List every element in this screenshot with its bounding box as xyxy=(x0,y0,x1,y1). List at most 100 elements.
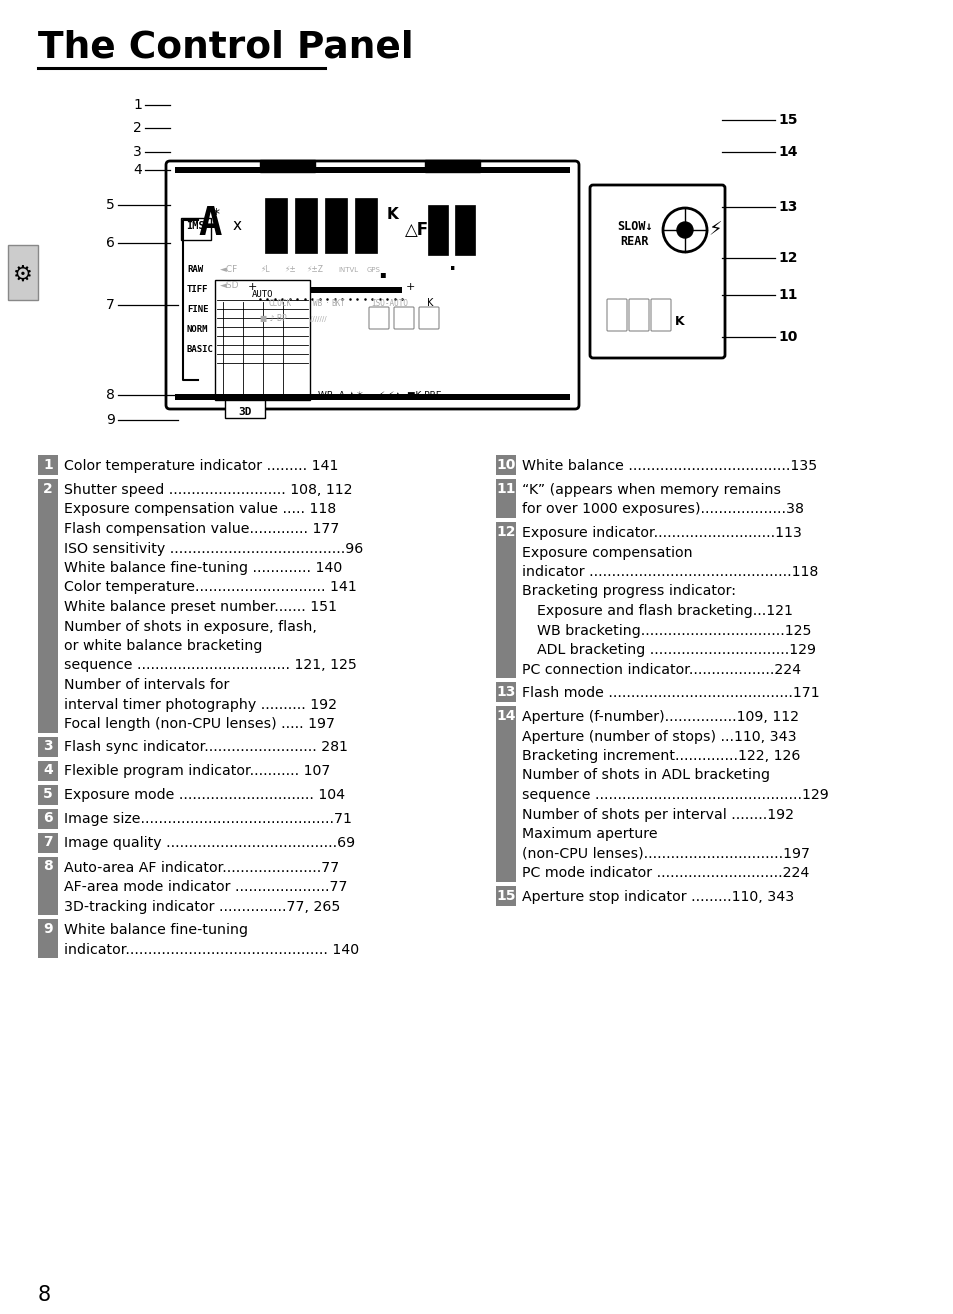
Text: 3D: 3D xyxy=(238,407,252,417)
Text: 6: 6 xyxy=(43,812,52,825)
Text: ⚡L: ⚡L xyxy=(260,265,270,275)
Text: indicator .............................................118: indicator ..............................… xyxy=(521,565,818,579)
Text: Maximum aperture: Maximum aperture xyxy=(521,827,657,841)
Text: ISO-AUTO: ISO-AUTO xyxy=(371,298,408,307)
Text: 7: 7 xyxy=(43,836,52,849)
Text: ⚡±Z: ⚡±Z xyxy=(306,265,323,275)
Text: (non-CPU lenses)...............................197: (non-CPU lenses)........................… xyxy=(521,846,809,861)
Text: 9: 9 xyxy=(43,922,52,936)
Bar xyxy=(38,480,58,732)
Text: 6: 6 xyxy=(106,237,115,250)
FancyBboxPatch shape xyxy=(256,286,401,293)
Text: AUTO: AUTO xyxy=(252,290,273,300)
Text: 2: 2 xyxy=(43,482,52,495)
Text: A: A xyxy=(198,205,221,243)
Text: Color temperature indicator ......... 141: Color temperature indicator ......... 14… xyxy=(64,459,338,473)
Text: 4: 4 xyxy=(43,763,52,778)
Text: White balance ....................................135: White balance ..........................… xyxy=(521,459,817,473)
Text: PC mode indicator ............................224: PC mode indicator ......................… xyxy=(521,866,808,880)
Text: The Control Panel: The Control Panel xyxy=(38,30,414,66)
Text: Aperture (f-number)................109, 112: Aperture (f-number)................109, … xyxy=(521,710,799,724)
Text: ADL bracketing ...............................129: ADL bracketing .........................… xyxy=(537,643,815,657)
Text: IMS: IMS xyxy=(187,221,205,231)
Text: 2: 2 xyxy=(133,121,142,135)
FancyBboxPatch shape xyxy=(455,205,475,255)
Text: ⚡±: ⚡± xyxy=(284,265,295,275)
Text: *: * xyxy=(213,208,220,221)
Text: Exposure and flash bracketing...121: Exposure and flash bracketing...121 xyxy=(537,604,792,618)
Text: ⚡: ⚡ xyxy=(707,221,721,239)
FancyBboxPatch shape xyxy=(355,198,376,254)
FancyBboxPatch shape xyxy=(174,167,569,173)
Bar xyxy=(38,455,58,474)
Text: Aperture (number of stops) ...110, 343: Aperture (number of stops) ...110, 343 xyxy=(521,729,796,744)
Text: 12: 12 xyxy=(496,526,516,539)
Text: Number of intervals for: Number of intervals for xyxy=(64,678,229,692)
Text: ■ ♪ BP: ■ ♪ BP xyxy=(260,314,286,323)
Text: ⚙: ⚙ xyxy=(13,265,33,285)
Bar xyxy=(496,706,516,882)
Bar xyxy=(496,886,516,905)
Text: Shutter speed .......................... 108, 112: Shutter speed ..........................… xyxy=(64,484,352,497)
Bar xyxy=(496,522,516,678)
Text: Number of shots in ADL bracketing: Number of shots in ADL bracketing xyxy=(521,769,769,783)
Text: FINE: FINE xyxy=(187,305,209,314)
Text: INTVL: INTVL xyxy=(337,267,357,273)
Bar xyxy=(38,918,58,958)
Text: Exposure compensation value ..... 118: Exposure compensation value ..... 118 xyxy=(64,502,335,516)
Text: ///////: /////// xyxy=(310,315,331,322)
Text: SLOW↓
REAR: SLOW↓ REAR xyxy=(617,219,652,248)
Bar xyxy=(38,761,58,781)
Text: Number of shots in exposure, flash,: Number of shots in exposure, flash, xyxy=(64,619,316,633)
Bar xyxy=(38,808,58,829)
Text: WB bracketing................................125: WB bracketing...........................… xyxy=(537,624,811,637)
Text: K: K xyxy=(387,208,398,222)
Text: ◄CF: ◄CF xyxy=(220,265,238,275)
Text: 8: 8 xyxy=(38,1285,51,1305)
Text: +: + xyxy=(247,283,256,292)
Text: Flash mode .........................................171: Flash mode .............................… xyxy=(521,686,819,700)
Text: sequence ..............................................129: sequence ...............................… xyxy=(521,788,828,802)
Text: 7: 7 xyxy=(106,298,115,311)
FancyBboxPatch shape xyxy=(606,300,626,331)
Bar xyxy=(38,784,58,804)
Text: indicator............................................. 140: indicator...............................… xyxy=(64,942,358,957)
Text: White balance fine-tuning ............. 140: White balance fine-tuning ............. … xyxy=(64,561,342,576)
Text: 14: 14 xyxy=(778,145,797,159)
FancyBboxPatch shape xyxy=(325,198,347,254)
Text: 5: 5 xyxy=(106,198,115,212)
Text: Exposure compensation: Exposure compensation xyxy=(521,545,692,560)
Text: GPS: GPS xyxy=(367,267,380,273)
Bar xyxy=(496,682,516,702)
FancyBboxPatch shape xyxy=(628,300,648,331)
Text: K: K xyxy=(675,315,684,328)
Text: Focal length (non-CPU lenses) ..... 197: Focal length (non-CPU lenses) ..... 197 xyxy=(64,717,335,731)
FancyBboxPatch shape xyxy=(265,198,287,254)
Text: BASIC: BASIC xyxy=(187,346,213,353)
Text: +: + xyxy=(405,283,415,292)
Text: PC connection indicator...................224: PC connection indicator.................… xyxy=(521,662,801,677)
Text: for over 1000 exposures)...................38: for over 1000 exposures)................… xyxy=(521,502,803,516)
Bar xyxy=(496,480,516,518)
Text: White balance preset number....... 151: White balance preset number....... 151 xyxy=(64,600,336,614)
FancyBboxPatch shape xyxy=(428,205,448,255)
FancyBboxPatch shape xyxy=(589,185,724,357)
Text: Auto-area AF indicator......................77: Auto-area AF indicator..................… xyxy=(64,861,339,875)
Text: 15: 15 xyxy=(778,113,797,127)
Bar xyxy=(496,455,516,474)
Text: .: . xyxy=(449,255,456,275)
FancyBboxPatch shape xyxy=(181,218,211,240)
FancyBboxPatch shape xyxy=(8,244,38,300)
Text: 9: 9 xyxy=(106,413,115,427)
FancyBboxPatch shape xyxy=(294,198,316,254)
FancyBboxPatch shape xyxy=(369,307,389,328)
Text: Bracketing increment..............122, 126: Bracketing increment..............122, 1… xyxy=(521,749,800,763)
Text: sequence .................................. 121, 125: sequence ...............................… xyxy=(64,658,356,673)
Text: 3: 3 xyxy=(43,740,52,753)
FancyBboxPatch shape xyxy=(424,160,479,172)
Bar xyxy=(38,857,58,915)
Text: 5: 5 xyxy=(43,787,52,802)
Text: 12: 12 xyxy=(778,251,797,265)
Text: Exposure mode .............................. 104: Exposure mode ..........................… xyxy=(64,788,345,803)
Text: 8: 8 xyxy=(106,388,115,402)
